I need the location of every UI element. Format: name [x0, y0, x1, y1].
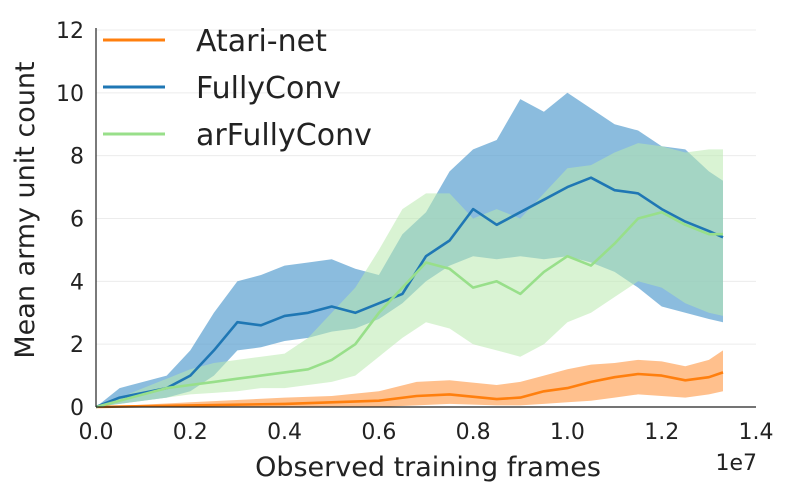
x-tick-label: 0.2 [173, 420, 208, 445]
band-arfullyconv [96, 143, 723, 407]
series-lines [95, 176, 724, 409]
y-tick-label: 2 [70, 333, 84, 358]
x-axis-offset-label: 1e7 [715, 451, 757, 476]
y-tick-label: 6 [70, 208, 84, 233]
x-axis-label: Observed training frames [255, 452, 601, 483]
series-line-arfullyconv [95, 210, 723, 409]
band-atari-net [96, 350, 723, 407]
series-line-atari-net [95, 371, 724, 409]
x-tick-label: 1.4 [739, 420, 774, 445]
y-tick-label: 8 [70, 145, 84, 170]
y-tick-label: 0 [70, 396, 84, 421]
confidence-bands [96, 92, 723, 408]
x-tick-label: 1.2 [644, 420, 679, 445]
x-tick-label: 0.4 [267, 420, 302, 445]
legend: Atari-net FullyConv arFullyConv [103, 24, 372, 153]
axes [95, 28, 756, 408]
y-tick-label: 12 [56, 19, 84, 44]
legend-label: Atari-net [196, 24, 327, 59]
legend-label: arFullyConv [196, 118, 372, 153]
legend-label: FullyConv [196, 71, 341, 106]
x-tick-label: 0.6 [361, 420, 396, 445]
y-tick-label: 4 [70, 270, 84, 295]
y-tick-label: 10 [56, 82, 84, 107]
x-tick-label: 0.8 [456, 420, 491, 445]
y-axis-label: Mean army unit count [10, 61, 41, 358]
x-tick-label: 1.0 [550, 420, 585, 445]
tick-labels: 0 2 4 6 8 10 12 0.0 0.2 0.4 0.6 0.8 1.0 1.2 1.4 [56, 19, 774, 445]
x-tick-label: 0.0 [79, 420, 114, 445]
